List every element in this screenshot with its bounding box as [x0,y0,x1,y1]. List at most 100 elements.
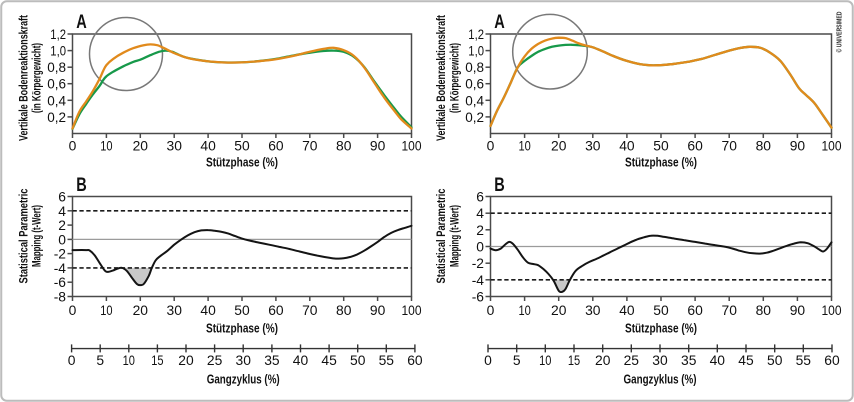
svg-text:60: 60 [687,139,703,155]
svg-text:6: 6 [58,190,66,206]
svg-text:Stützphase (%): Stützphase (%) [206,155,278,169]
svg-text:Mapping (t-Wert): Mapping (t-Wert) [30,205,44,267]
svg-text:90: 90 [370,303,386,319]
svg-text:60: 60 [268,139,284,155]
svg-text:Stützphase (%): Stützphase (%) [625,155,697,169]
svg-text:0: 0 [58,232,66,248]
svg-text:20: 20 [595,353,611,369]
svg-text:30: 30 [585,303,601,319]
svg-text:20: 20 [551,303,567,319]
svg-text:15: 15 [151,353,163,369]
svg-text:0,8: 0,8 [465,60,484,76]
svg-text:90: 90 [790,139,806,155]
svg-text:40: 40 [200,139,216,155]
svg-text:0,2: 0,2 [47,110,66,126]
svg-text:Statistical Parametric: Statistical Parametric [16,188,30,283]
svg-text:10: 10 [123,353,135,369]
svg-text:Vertikale Bodenreaktionskraft: Vertikale Bodenreaktionskraft [16,15,30,141]
svg-text:0: 0 [487,303,495,319]
svg-text:B: B [494,175,505,196]
svg-text:10: 10 [518,139,530,155]
svg-text:0: 0 [484,353,492,369]
svg-text:80: 80 [336,139,352,155]
svg-text:30: 30 [585,139,601,155]
svg-text:0,4: 0,4 [47,93,66,109]
svg-text:1,2: 1,2 [50,27,66,43]
svg-text:70: 70 [302,303,318,319]
svg-text:5: 5 [96,353,104,369]
svg-text:-2: -2 [472,256,484,272]
svg-text:45: 45 [321,353,337,369]
svg-text:0: 0 [69,139,77,155]
svg-text:Mapping (t-Wert): Mapping (t-Wert) [448,205,462,267]
svg-text:50: 50 [234,303,250,319]
svg-text:15: 15 [568,353,580,369]
svg-text:40: 40 [710,353,726,369]
svg-text:Vertikale Bodenreaktionskraft: Vertikale Bodenreaktionskraft [434,15,448,141]
svg-text:90: 90 [790,303,806,319]
svg-text:80: 80 [336,303,352,319]
svg-text:60: 60 [268,303,284,319]
svg-text:50: 50 [234,139,250,155]
svg-text:10: 10 [100,303,112,319]
svg-text:30: 30 [652,353,668,369]
svg-text:40: 40 [293,353,309,369]
svg-text:25: 25 [207,353,223,369]
svg-text:50: 50 [350,353,366,369]
svg-text:(in Körpergewicht): (in Körpergewicht) [30,43,44,113]
svg-text:0,8: 0,8 [47,60,66,76]
svg-text:80: 80 [756,303,772,319]
svg-text:100: 100 [822,303,842,319]
svg-text:90: 90 [370,139,386,155]
svg-text:50: 50 [653,139,669,155]
svg-text:-8: -8 [54,290,66,306]
svg-text:10: 10 [539,353,551,369]
svg-text:6: 6 [476,190,484,206]
svg-text:A: A [494,12,505,33]
svg-text:© UNIVERSIMED: © UNIVERSIMED [835,12,844,53]
svg-text:-4: -4 [54,261,66,277]
svg-text:40: 40 [200,303,216,319]
svg-text:Gangzyklus (%): Gangzyklus (%) [624,372,697,386]
svg-text:1,0: 1,0 [468,44,484,60]
svg-text:10: 10 [100,139,112,155]
svg-text:35: 35 [681,353,697,369]
svg-text:1,2: 1,2 [468,27,484,43]
svg-text:4: 4 [58,204,66,220]
svg-text:-4: -4 [472,273,484,289]
svg-text:70: 70 [722,139,738,155]
svg-text:40: 40 [619,303,635,319]
svg-text:2: 2 [58,218,66,234]
svg-text:0: 0 [487,139,495,155]
svg-text:Stützphase (%): Stützphase (%) [625,322,697,336]
svg-text:A: A [76,12,87,33]
svg-text:0,4: 0,4 [465,93,484,109]
svg-text:0,6: 0,6 [465,77,484,93]
svg-text:100: 100 [822,139,842,155]
svg-text:50: 50 [767,353,783,369]
svg-text:30: 30 [236,353,252,369]
svg-text:(in Körpergewicht): (in Körpergewicht) [448,43,462,113]
svg-text:70: 70 [302,139,318,155]
svg-text:-6: -6 [472,290,484,306]
svg-text:45: 45 [738,353,754,369]
svg-text:-2: -2 [54,247,66,263]
svg-text:Statistical Parametric: Statistical Parametric [434,188,448,283]
svg-text:20: 20 [551,139,567,155]
svg-text:0: 0 [69,303,77,319]
svg-text:100: 100 [402,139,422,155]
svg-text:20: 20 [178,353,194,369]
svg-text:10: 10 [518,303,530,319]
svg-text:100: 100 [402,303,422,319]
svg-text:20: 20 [133,139,149,155]
svg-text:0: 0 [68,353,76,369]
svg-text:40: 40 [619,139,635,155]
svg-text:0,2: 0,2 [465,110,484,126]
svg-text:60: 60 [407,353,423,369]
svg-text:20: 20 [133,303,149,319]
svg-text:35: 35 [264,353,280,369]
svg-text:0,6: 0,6 [47,77,66,93]
svg-text:55: 55 [796,353,812,369]
svg-text:30: 30 [167,139,183,155]
svg-text:50: 50 [653,303,669,319]
